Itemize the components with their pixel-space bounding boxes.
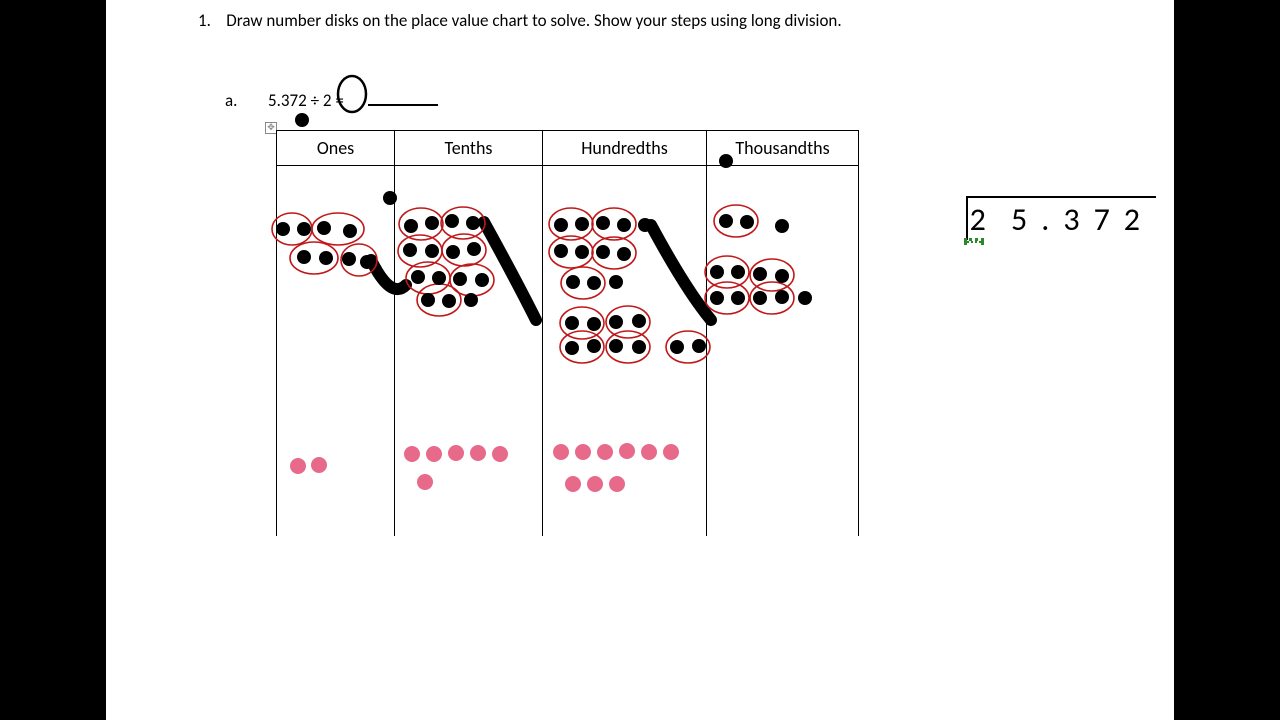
divisor: 2 (970, 200, 990, 239)
sub-question-label: a. (225, 90, 237, 111)
place-value-chart: Ones Tenths Hundredths Thousandths (276, 130, 859, 536)
col-hundredths: Hundredths (543, 131, 707, 166)
dividend-underline (964, 238, 984, 243)
cell-tenths (395, 166, 543, 536)
col-ones: Ones (277, 131, 395, 166)
cell-hundredths (543, 166, 707, 536)
question-number: 1. (198, 10, 211, 31)
cell-ones (277, 166, 395, 536)
question-prompt: Draw number disks on the place value cha… (226, 10, 841, 31)
long-division: 2 5.372 (970, 200, 1154, 239)
answer-blank (368, 104, 438, 106)
dividend: 5.372 (1011, 200, 1154, 239)
col-tenths: Tenths (395, 131, 543, 166)
worksheet-page: 1. Draw number disks on the place value … (106, 0, 1174, 720)
question-text: 1. Draw number disks on the place value … (198, 10, 842, 31)
cell-thousandths (707, 166, 859, 536)
expression: 5.372 ÷ 2 = (268, 90, 344, 111)
col-thousandths: Thousandths (707, 131, 859, 166)
